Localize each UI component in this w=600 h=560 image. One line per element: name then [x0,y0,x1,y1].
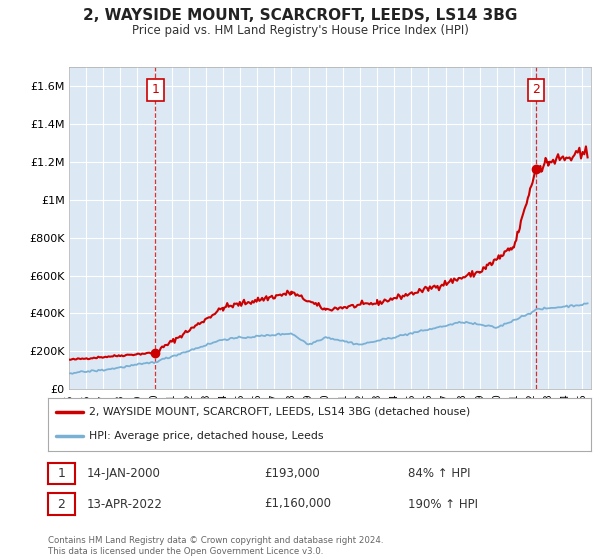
Text: 1: 1 [151,83,159,96]
Text: 84% ↑ HPI: 84% ↑ HPI [408,466,470,480]
Text: £193,000: £193,000 [264,466,320,480]
Text: 2, WAYSIDE MOUNT, SCARCROFT, LEEDS, LS14 3BG (detached house): 2, WAYSIDE MOUNT, SCARCROFT, LEEDS, LS14… [89,407,470,417]
Text: 13-APR-2022: 13-APR-2022 [87,497,163,511]
Text: 190% ↑ HPI: 190% ↑ HPI [408,497,478,511]
Text: HPI: Average price, detached house, Leeds: HPI: Average price, detached house, Leed… [89,431,323,441]
Text: £1,160,000: £1,160,000 [264,497,331,511]
Text: 2: 2 [532,83,540,96]
Text: 2: 2 [58,497,65,511]
Text: Price paid vs. HM Land Registry's House Price Index (HPI): Price paid vs. HM Land Registry's House … [131,24,469,36]
Text: 2, WAYSIDE MOUNT, SCARCROFT, LEEDS, LS14 3BG: 2, WAYSIDE MOUNT, SCARCROFT, LEEDS, LS14… [83,8,517,24]
Text: Contains HM Land Registry data © Crown copyright and database right 2024.
This d: Contains HM Land Registry data © Crown c… [48,536,383,556]
Text: 14-JAN-2000: 14-JAN-2000 [87,466,161,480]
Text: 1: 1 [58,466,65,480]
